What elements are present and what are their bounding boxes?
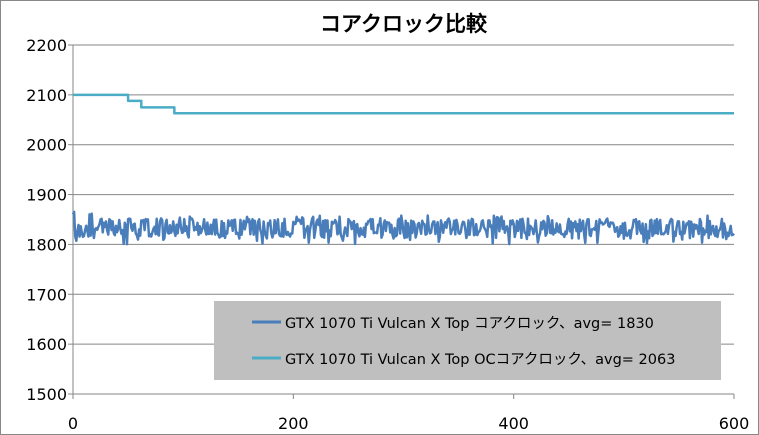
series-line-1 bbox=[71, 210, 735, 246]
legend: GTX 1070 Ti Vulcan X Top コアクロック、avg= 183… bbox=[214, 301, 721, 380]
x-tick-label: 600 bbox=[719, 414, 750, 433]
series-lines bbox=[71, 93, 735, 246]
y-tick-label: 1800 bbox=[26, 235, 67, 254]
y-tick-label: 1700 bbox=[26, 285, 67, 304]
series-line-2 bbox=[73, 93, 734, 115]
y-tick-label: 1600 bbox=[26, 335, 67, 354]
axes bbox=[72, 45, 735, 399]
legend-label-series-2: GTX 1070 Ti Vulcan X Top OCコアクロック、avg= 2… bbox=[285, 351, 675, 368]
y-tick-label: 2000 bbox=[26, 136, 67, 155]
y-tick-label: 1500 bbox=[26, 385, 67, 404]
grid-lines bbox=[68, 44, 734, 395]
x-tick-label: 400 bbox=[498, 414, 529, 433]
x-tick-label: 200 bbox=[278, 414, 309, 433]
legend-label-series-1: GTX 1070 Ti Vulcan X Top コアクロック、avg= 183… bbox=[285, 315, 654, 332]
x-tick-label: 0 bbox=[68, 414, 78, 433]
y-tick-label: 2100 bbox=[26, 86, 67, 105]
legend-background bbox=[214, 301, 721, 380]
x-tick-labels: 0 200 400 600 bbox=[68, 414, 749, 433]
y-tick-label: 1900 bbox=[26, 186, 67, 205]
y-tick-labels: 1500 1600 1700 1800 1900 2000 2100 2200 bbox=[26, 36, 67, 404]
chart-title: コアクロック比較 bbox=[320, 12, 488, 36]
y-tick-label: 2200 bbox=[26, 36, 67, 55]
